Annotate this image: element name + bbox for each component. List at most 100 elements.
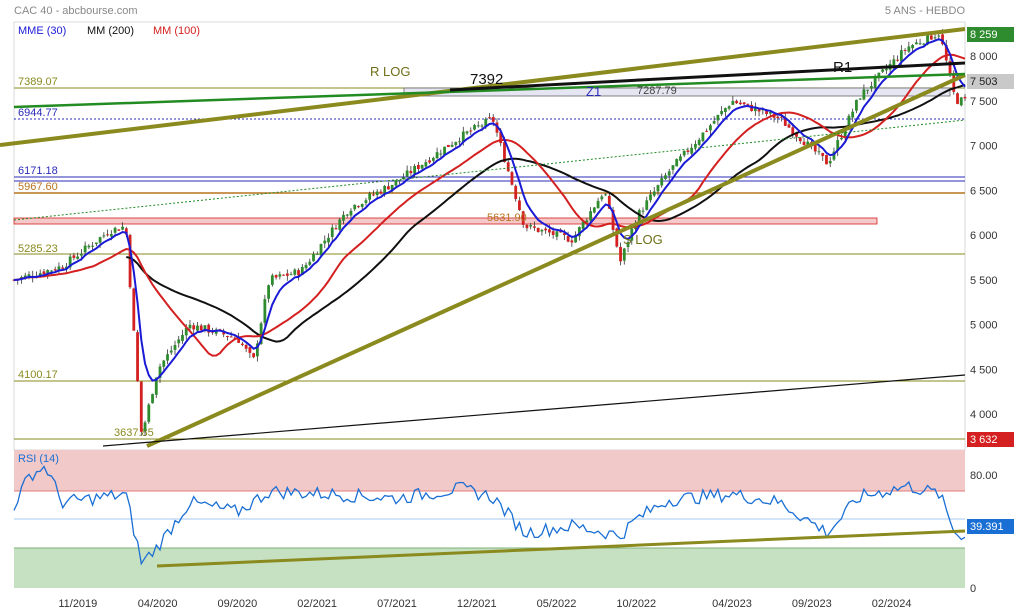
candle-body [866,89,870,91]
candle-body [342,214,345,221]
candle-body [694,143,697,148]
chart-title: CAC 40 - abcbourse.com [14,5,138,17]
candle-body [124,228,128,235]
candle-body [514,185,518,200]
candle-body [484,118,488,128]
candle-body [428,160,431,163]
candle-body [458,141,461,143]
candle-body [896,59,900,61]
candle-body [491,117,495,122]
candle-body [480,125,484,127]
candle-body [832,151,836,160]
candle-body [50,270,53,272]
candle-body [297,270,300,276]
candle-body [446,144,450,148]
date-tick-label: 04/2023 [712,598,752,610]
rsi-panel [14,450,965,588]
candle-body [319,244,323,256]
candle-body [944,45,948,61]
candle-body [574,234,578,243]
candle-body [585,220,589,223]
candle-body [836,140,840,151]
candle-body [147,404,151,422]
candle-body [899,50,903,62]
candle-body [813,143,817,152]
candle-body [46,270,50,275]
candle-body [278,274,282,277]
candle-body [435,152,439,159]
candle-body [473,125,476,130]
candle-body [57,266,61,271]
candle-body [338,219,342,230]
candle-body [776,116,780,119]
r-log-label: R LOG [370,64,410,79]
candle-body [409,170,413,174]
candle-body [465,131,469,134]
candle-body [379,191,383,194]
date-tick-label: 05/2022 [537,598,577,610]
candle-body [840,138,843,140]
candle-body [282,274,285,276]
candle-body [469,130,473,132]
candle-body [619,246,622,262]
candle-body [139,381,143,432]
candle-body [424,162,428,167]
candle-body [151,394,154,404]
candle-body [102,235,106,237]
candle-body [660,178,664,186]
candle-body [723,108,727,113]
rsi-tick-80: 80.00 [970,470,998,482]
candle-body [91,245,95,247]
candle-body [671,165,675,170]
candle-body [285,273,289,276]
candle-body [828,160,832,164]
resistance-box-7392 [403,87,951,97]
candle-body [387,186,390,190]
candle-body [877,72,881,77]
candle-body [731,100,735,105]
rsi-label: RSI (14) [18,453,59,465]
candle-body [847,115,851,130]
candle-body [252,353,256,358]
candle-body [293,269,297,275]
candle-body [645,200,649,210]
ma100-line [13,53,966,357]
black-trendline [449,61,966,92]
candle-body [521,211,525,225]
date-tick-label: 10/2022 [616,598,656,610]
candle-body [656,185,660,192]
candle-body [641,210,645,212]
candle-body [372,194,375,196]
date-tick-label: 07/2021 [377,598,417,610]
date-tick-label: 12/2021 [457,598,497,610]
candle-body [72,255,76,258]
dotted-trendline [13,119,966,221]
candle-body [181,334,184,341]
candle-body [757,109,761,112]
date-tick-label: 04/2020 [138,598,178,610]
candle-body [738,102,742,105]
rsi-value-badge [967,519,1014,534]
candle-body [652,191,656,196]
candle-body [79,253,83,256]
date-tick-label: 09/2020 [218,598,258,610]
candle-body [203,325,207,331]
peak-7392-label: 7392 [470,71,503,88]
candle-body [914,42,918,45]
candle-body [360,204,364,207]
ath-value: 8 259 [970,29,998,41]
candle-body [664,175,667,179]
candle-body [555,231,559,237]
candle-body [229,336,233,338]
candle-body [312,254,315,262]
candle-body [87,245,91,248]
level-label-6171: 6171.18 [18,165,58,177]
candle-body [345,214,349,216]
candle-body [709,125,712,131]
candle-body [720,111,724,115]
long-support-line [102,374,966,447]
candle-body [637,210,641,223]
candle-body [308,261,312,265]
candle-body [566,236,570,242]
level-label-7389: 7389.07 [18,76,58,88]
